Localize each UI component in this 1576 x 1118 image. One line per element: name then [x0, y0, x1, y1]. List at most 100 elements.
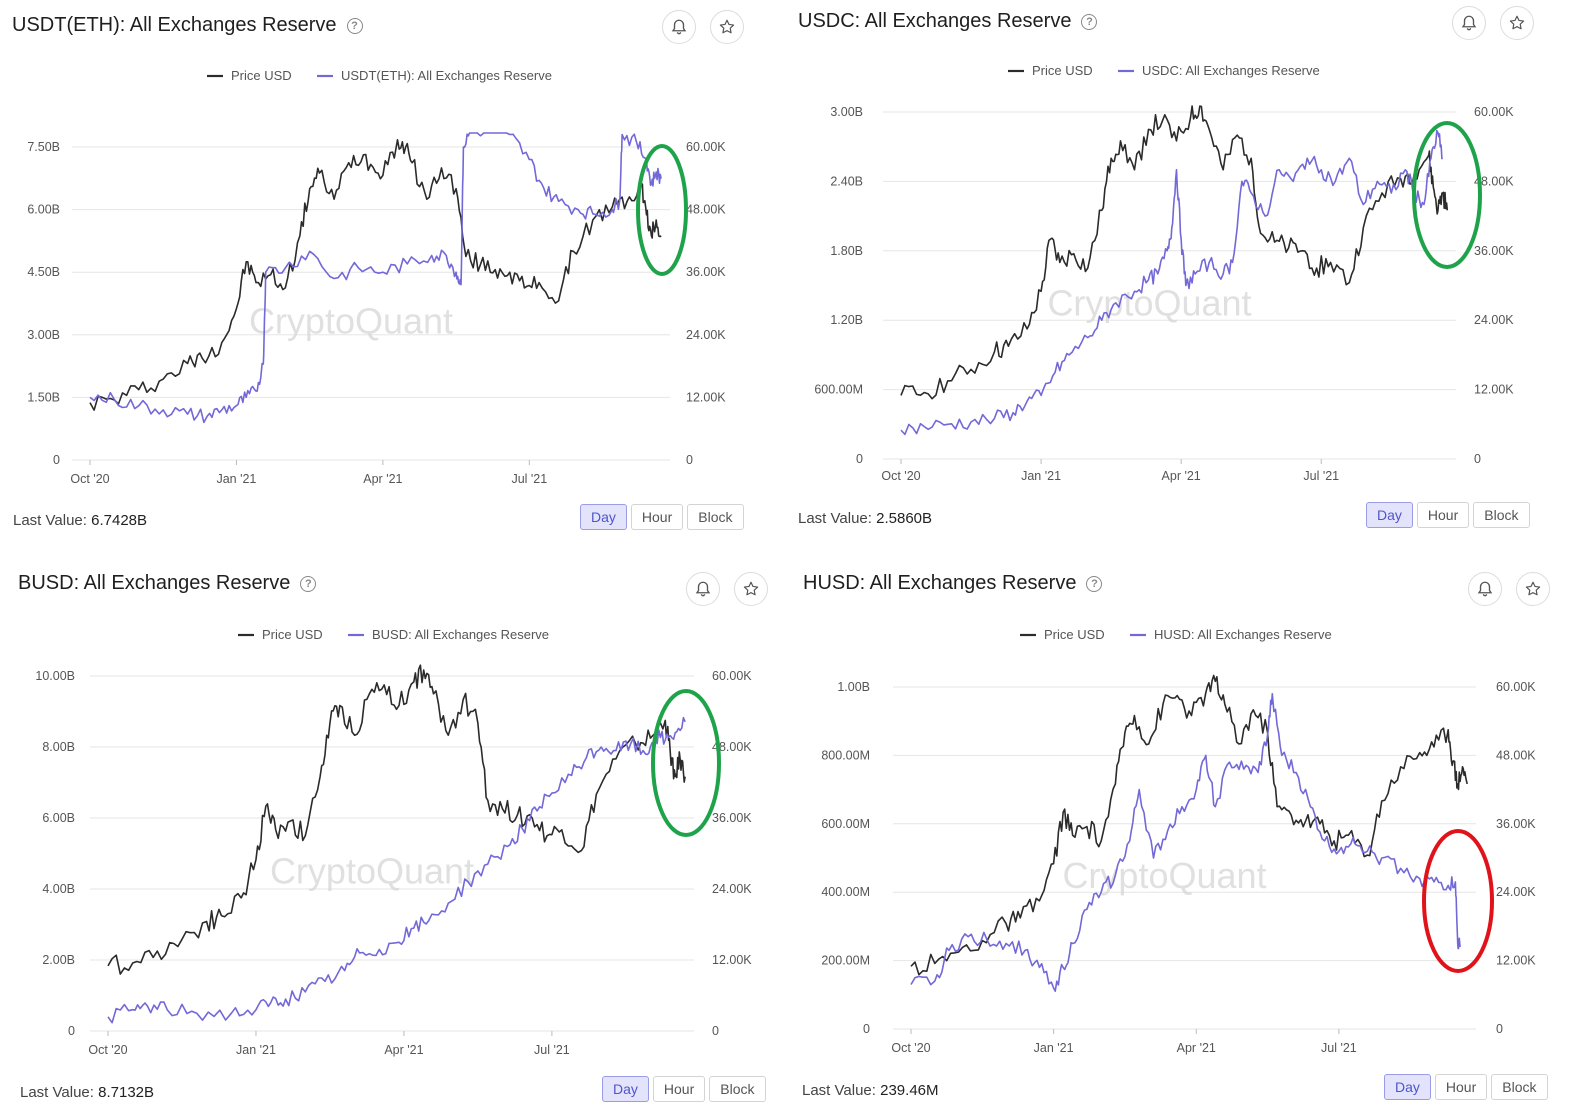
help-circle-icon[interactable]: ?: [1081, 13, 1098, 30]
y-left-tick-label: 0: [863, 1022, 870, 1036]
chart-title: USDT(ETH): All Exchanges Reserve: [12, 14, 337, 36]
favorite-star-button[interactable]: [734, 572, 768, 606]
x-tick-label: Oct '20: [891, 1041, 930, 1055]
y-right-tick-label: 0: [1474, 452, 1481, 466]
y-left-tick-label: 1.80B: [830, 244, 863, 258]
favorite-star-button[interactable]: [1516, 572, 1550, 606]
chart-legend: Price USD BUSD: All Exchanges Reserve: [238, 627, 549, 642]
line-chart: Price USD HUSD: All Exchanges Reserve 0 0 20…: [821, 627, 1536, 1055]
price-usd-series-line: [89, 139, 662, 411]
alert-bell-button[interactable]: [1452, 6, 1486, 40]
y-left-tick-label: 1.20B: [830, 313, 863, 327]
title-row: HUSD: All Exchanges Reserve?: [803, 572, 1103, 595]
last-value-label: Last Value:: [802, 1082, 876, 1099]
y-left-tick-label: 2.40B: [830, 174, 863, 188]
y-right-tick-label: 24.00K: [712, 882, 752, 896]
block-button[interactable]: Block: [687, 504, 744, 530]
x-tick-label: Oct '20: [88, 1043, 127, 1057]
y-right-tick-label: 60.00K: [712, 669, 752, 683]
block-button[interactable]: Block: [1491, 1074, 1548, 1100]
y-left-tick-label: 400.00M: [821, 885, 870, 899]
chart-legend: Price USD USDT(ETH): All Exchanges Reserv…: [207, 68, 552, 83]
hour-button[interactable]: Hour: [652, 1076, 706, 1102]
green-highlight-ellipse: [636, 144, 688, 276]
watermark: CryptoQuant: [249, 301, 453, 342]
watermark: CryptoQuant: [270, 851, 474, 892]
day-button[interactable]: Day: [602, 1076, 649, 1102]
legend-price-label[interactable]: Price USD: [262, 627, 323, 642]
y-right-tick-label: 0: [686, 453, 693, 467]
block-button[interactable]: Block: [709, 1076, 766, 1102]
y-left-tick-label: 6.00B: [27, 203, 60, 217]
chart-panel-busd: BUSD: All Exchanges Reserve? Price USD BUS…: [0, 560, 788, 1118]
x-tick-label: Jul '21: [1303, 469, 1339, 483]
x-tick-label: Apr '21: [1162, 469, 1201, 483]
last-value-label: Last Value:: [798, 510, 872, 527]
help-circle-icon[interactable]: ?: [300, 575, 317, 592]
title-row: USDC: All Exchanges Reserve?: [798, 10, 1098, 33]
alert-bell-button[interactable]: [1468, 572, 1502, 606]
alert-bell-button[interactable]: [662, 10, 696, 44]
interval-toggle: Day Hour Block: [1366, 502, 1530, 528]
x-tick-label: Jul '21: [1321, 1041, 1357, 1055]
line-chart: Price USD USDC: All Exchanges Reserve 0 0 60…: [814, 63, 1514, 483]
last-value: Last Value: 239.46M: [802, 1082, 939, 1099]
help-circle-icon[interactable]: ?: [346, 17, 363, 34]
y-left-tick-label: 3.00B: [830, 105, 863, 119]
bell-icon: [1477, 581, 1493, 597]
favorite-star-button[interactable]: [710, 10, 744, 44]
bell-icon: [671, 19, 687, 35]
legend-price-label[interactable]: Price USD: [1044, 627, 1105, 642]
day-button[interactable]: Day: [1366, 502, 1413, 528]
favorite-star-button[interactable]: [1500, 6, 1534, 40]
day-button[interactable]: Day: [1384, 1074, 1431, 1100]
x-tick-label: Jan '21: [216, 472, 256, 486]
chart-legend: Price USD USDC: All Exchanges Reserve: [1008, 63, 1320, 78]
chart-panel-husd: HUSD: All Exchanges Reserve? Price USD HUS…: [788, 560, 1576, 1118]
last-value-label: Last Value:: [20, 1084, 94, 1101]
day-button[interactable]: Day: [580, 504, 627, 530]
block-button[interactable]: Block: [1473, 502, 1530, 528]
y-left-tick-label: 2.00B: [42, 953, 75, 967]
line-chart: Price USD BUSD: All Exchanges Reserve 0 0 2.…: [35, 627, 752, 1057]
help-circle-icon[interactable]: ?: [1086, 575, 1103, 592]
y-right-tick-label: 36.00K: [686, 265, 726, 279]
y-right-tick-label: 12.00K: [1496, 954, 1536, 968]
hour-button[interactable]: Hour: [1434, 1074, 1488, 1100]
star-icon: [1525, 581, 1541, 596]
interval-toggle: Day Hour Block: [1384, 1074, 1548, 1100]
y-right-tick-label: 12.00K: [686, 390, 726, 404]
y-left-tick-label: 1.00B: [837, 680, 870, 694]
y-right-tick-label: 48.00K: [712, 740, 752, 754]
hour-button[interactable]: Hour: [630, 504, 684, 530]
legend-reserve-label[interactable]: BUSD: All Exchanges Reserve: [372, 627, 549, 642]
last-value-number: 2.5860B: [876, 510, 933, 527]
last-value: Last Value: 2.5860B: [798, 510, 932, 527]
chart-title: HUSD: All Exchanges Reserve: [803, 572, 1077, 594]
reserve-series-line: [107, 716, 686, 1024]
price-usd-series-line: [107, 664, 686, 975]
legend-price-label[interactable]: Price USD: [231, 68, 292, 83]
reserve-series-line: [910, 693, 1461, 992]
y-right-tick-label: 36.00K: [1474, 244, 1514, 258]
y-left-tick-label: 7.50B: [27, 140, 60, 154]
hour-button[interactable]: Hour: [1416, 502, 1470, 528]
x-tick-label: Jul '21: [511, 472, 547, 486]
legend-reserve-label[interactable]: USDC: All Exchanges Reserve: [1142, 63, 1320, 78]
y-right-tick-label: 60.00K: [686, 140, 726, 154]
legend-reserve-label[interactable]: USDT(ETH): All Exchanges Reserve: [341, 68, 552, 83]
watermark: CryptoQuant: [1062, 855, 1266, 896]
bell-icon: [1461, 15, 1477, 31]
y-right-tick-label: 24.00K: [1474, 313, 1514, 327]
y-right-tick-label: 12.00K: [712, 953, 752, 967]
y-right-tick-label: 48.00K: [686, 203, 726, 217]
last-value: Last Value: 8.7132B: [20, 1084, 154, 1101]
bell-icon: [695, 581, 711, 597]
y-right-tick-label: 12.00K: [1474, 383, 1514, 397]
last-value: Last Value: 6.7428B: [13, 512, 147, 529]
y-left-tick-label: 3.00B: [27, 328, 60, 342]
y-right-tick-label: 48.00K: [1496, 748, 1536, 762]
legend-reserve-label[interactable]: HUSD: All Exchanges Reserve: [1154, 627, 1332, 642]
legend-price-label[interactable]: Price USD: [1032, 63, 1093, 78]
alert-bell-button[interactable]: [686, 572, 720, 606]
